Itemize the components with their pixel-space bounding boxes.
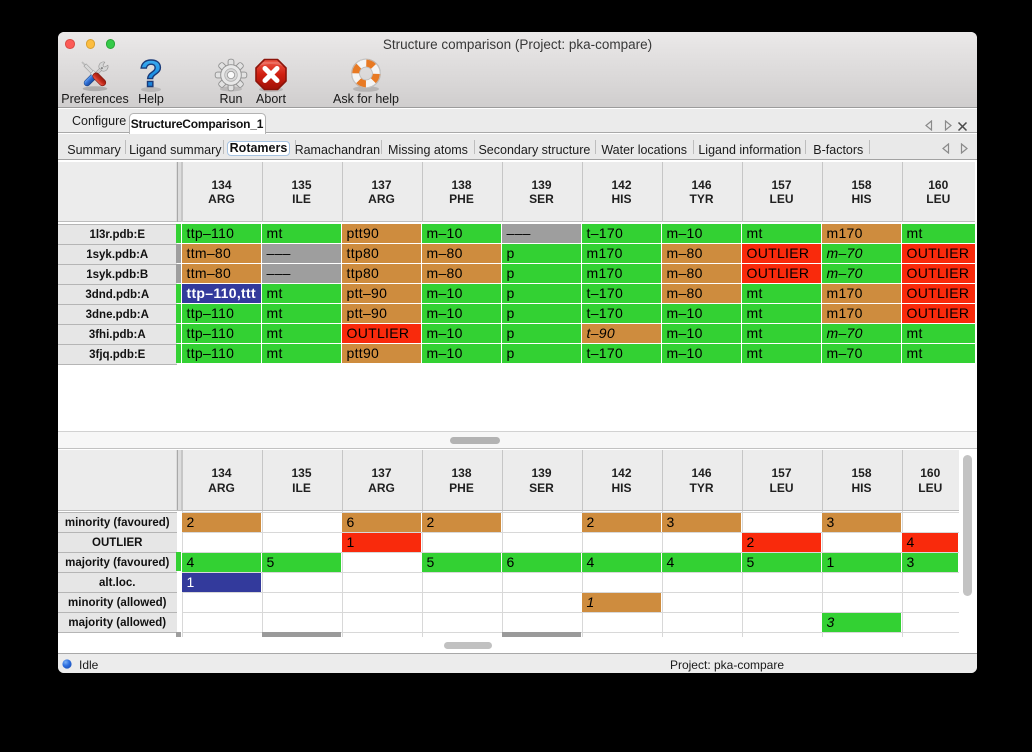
svg-text:?: ? bbox=[139, 58, 162, 92]
